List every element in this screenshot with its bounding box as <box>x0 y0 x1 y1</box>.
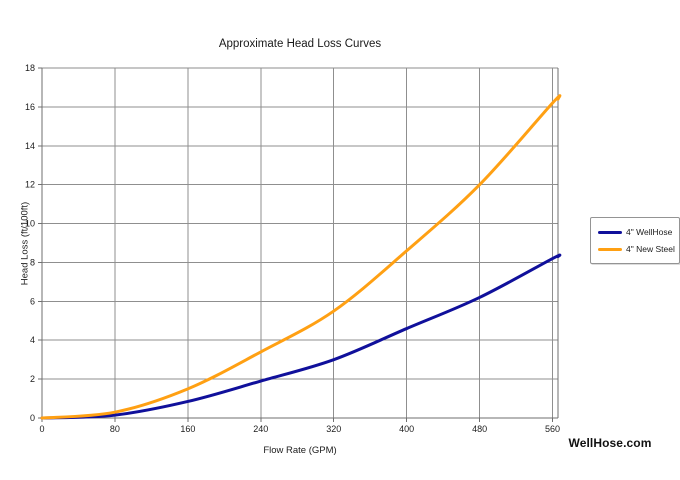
wellhose-link[interactable]: WellHose.com <box>568 436 652 450</box>
y-tick-label: 4 <box>30 335 35 345</box>
legend-item-wellhose: 4" WellHose <box>598 226 672 238</box>
y-tick-label: 6 <box>30 296 35 306</box>
y-tick-label: 16 <box>25 102 35 112</box>
chart-title: Approximate Head Loss Curves <box>218 38 382 50</box>
legend-label-wellhose: 4" WellHose <box>626 227 673 237</box>
x-tick-label: 80 <box>110 424 120 434</box>
x-tick-label: 320 <box>326 424 341 434</box>
y-tick-label: 10 <box>25 219 35 229</box>
series-line-wellhose <box>40 253 562 420</box>
y-tick-label: 2 <box>30 374 35 384</box>
legend-line-swatch-wellhose <box>598 230 622 234</box>
x-tick-label: 560 <box>545 424 560 434</box>
x-axis-title: Flow Rate (GPM) <box>263 445 337 456</box>
x-tick-label: 480 <box>472 424 487 434</box>
x-tick-label: 160 <box>180 424 195 434</box>
y-axis-title: Head Loss (ft/100ft) <box>19 201 31 286</box>
legend-item-new-steel: 4" New Steel <box>598 243 675 255</box>
legend-label-new-steel: 4" New Steel <box>626 244 675 254</box>
x-tick-label: 240 <box>253 424 268 434</box>
y-tick-label: 8 <box>30 257 35 267</box>
y-tick-label: 18 <box>25 63 35 73</box>
y-tick-label: 12 <box>25 180 35 190</box>
y-tick-label: 14 <box>25 141 35 151</box>
legend: 4" WellHose 4" New Steel <box>590 217 680 264</box>
x-tick-label: 0 <box>39 424 44 434</box>
x-tick-label: 400 <box>399 424 414 434</box>
legend-line-swatch-new-steel <box>598 247 622 251</box>
series-line-new-steel <box>40 94 562 420</box>
y-tick-label: 0 <box>30 413 35 423</box>
